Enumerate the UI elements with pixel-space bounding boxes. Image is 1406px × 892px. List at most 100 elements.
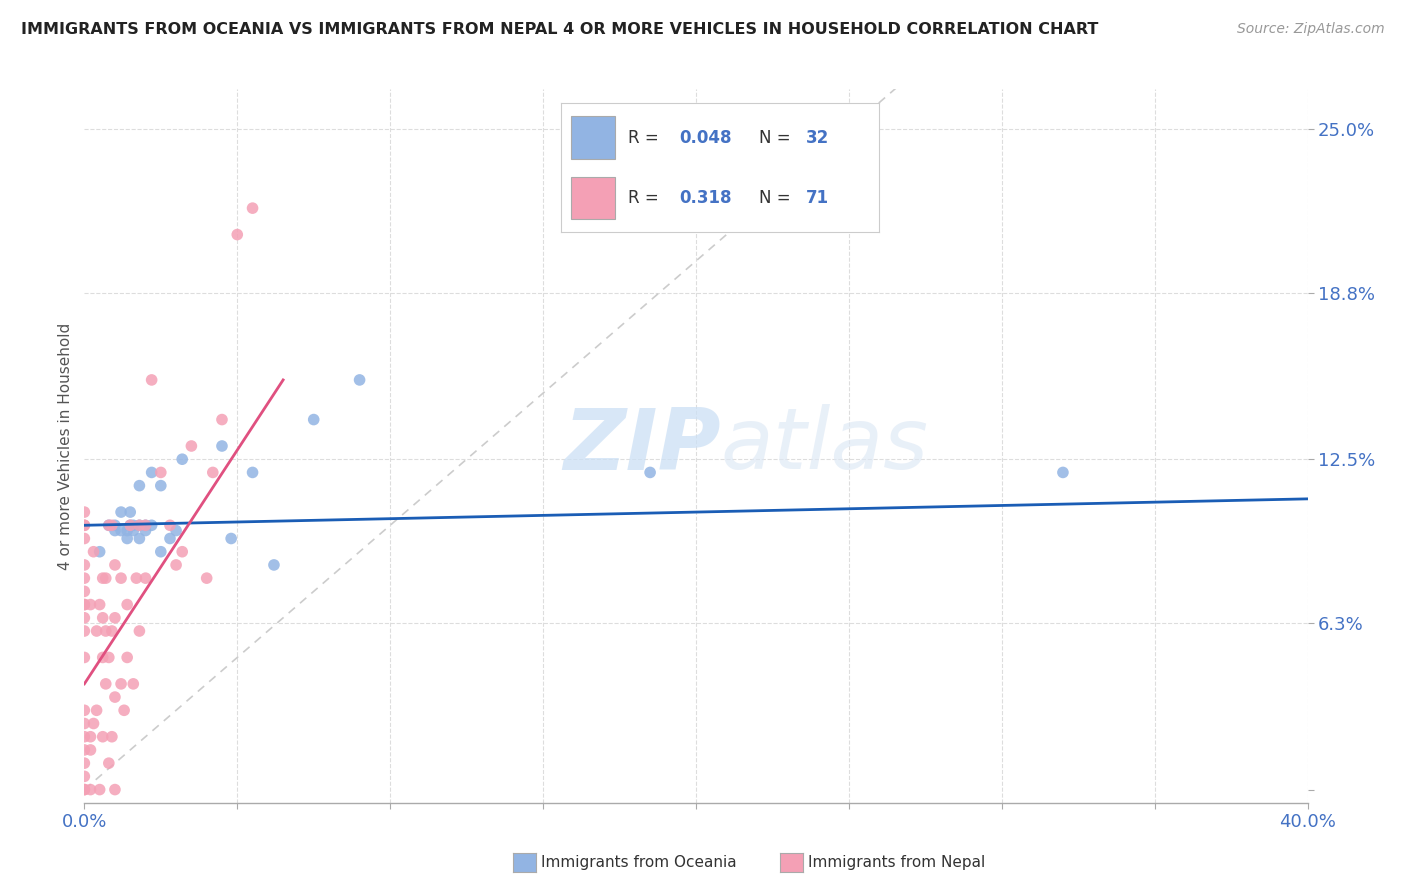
Point (125, 571, 148, 585)
Point (86, 703, 108, 717)
Point (104, 690, 127, 704)
Point (180, 439, 202, 453)
Point (73, 703, 96, 717)
Point (149, 478, 172, 492)
Point (135, 518, 157, 533)
Point (89, 598, 111, 612)
Point (219, 532, 242, 546)
Point (135, 571, 157, 585)
Point (86, 624, 108, 638)
Point (110, 571, 132, 585)
Point (73, 624, 96, 638)
Point (104, 518, 127, 533)
Point (159, 532, 181, 546)
Point (128, 532, 150, 546)
Point (149, 545, 172, 559)
Point (83, 716, 105, 731)
Point (110, 677, 132, 691)
Text: Source: ZipAtlas.com: Source: ZipAtlas.com (1237, 22, 1385, 37)
Point (79, 730, 101, 744)
Point (104, 611, 127, 625)
Text: Immigrants from Oceania: Immigrants from Oceania (541, 855, 737, 870)
Point (1052, 466, 1074, 480)
Point (73, 558, 96, 572)
Point (149, 466, 172, 480)
Point (104, 524, 127, 538)
Point (120, 518, 142, 533)
Point (91, 571, 114, 585)
Point (73, 756, 96, 771)
Point (104, 782, 127, 797)
Point (97, 756, 120, 771)
Point (141, 373, 163, 387)
Point (89, 782, 111, 797)
Point (91, 611, 114, 625)
Point (73, 743, 96, 757)
Point (128, 624, 150, 638)
Point (211, 439, 233, 453)
Point (159, 518, 181, 533)
Point (128, 518, 150, 533)
Point (201, 466, 224, 480)
Point (110, 505, 132, 519)
Point (122, 518, 145, 533)
Point (91, 730, 114, 744)
Point (73, 782, 96, 797)
Point (257, 69, 280, 83)
Point (94, 624, 117, 638)
Point (165, 524, 187, 538)
Y-axis label: 4 or more Vehicles in Household: 4 or more Vehicles in Household (58, 322, 73, 570)
Point (122, 677, 145, 691)
Point (112, 703, 135, 717)
Point (73, 782, 96, 797)
Point (73, 611, 96, 625)
Point (101, 730, 124, 744)
Point (101, 518, 124, 533)
Point (128, 478, 150, 492)
Point (115, 598, 138, 612)
Point (73, 584, 96, 599)
Text: atlas: atlas (720, 404, 928, 488)
Point (73, 730, 96, 744)
Point (91, 650, 114, 665)
Point (73, 598, 96, 612)
Text: IMMIGRANTS FROM OCEANIA VS IMMIGRANTS FROM NEPAL 4 OR MORE VEHICLES IN HOUSEHOLD: IMMIGRANTS FROM OCEANIA VS IMMIGRANTS FR… (21, 22, 1098, 37)
Point (97, 650, 120, 665)
Point (165, 558, 187, 572)
Point (172, 452, 194, 467)
Point (263, 558, 285, 572)
Point (73, 650, 96, 665)
Point (73, 571, 96, 585)
Point (94, 571, 117, 585)
Point (135, 524, 157, 538)
Point (115, 650, 138, 665)
Point (73, 518, 96, 533)
Point (141, 518, 163, 533)
Point (120, 505, 142, 519)
Point (83, 545, 105, 559)
Point (638, 466, 661, 480)
Point (73, 532, 96, 546)
Point (211, 412, 233, 426)
Point (73, 518, 96, 533)
Point (79, 743, 101, 757)
Point (242, 201, 264, 215)
Point (79, 598, 101, 612)
Point (73, 598, 96, 612)
Point (73, 769, 96, 783)
Point (115, 532, 138, 546)
Point (122, 524, 145, 538)
Point (79, 782, 101, 797)
Point (120, 518, 142, 533)
Point (73, 716, 96, 731)
Text: ZIP: ZIP (562, 404, 720, 488)
Point (89, 545, 111, 559)
Point (349, 373, 371, 387)
Point (73, 505, 96, 519)
Point (110, 524, 132, 538)
Point (302, 412, 325, 426)
Point (226, 227, 249, 242)
Point (94, 677, 117, 691)
Point (141, 466, 163, 480)
Point (135, 518, 157, 533)
